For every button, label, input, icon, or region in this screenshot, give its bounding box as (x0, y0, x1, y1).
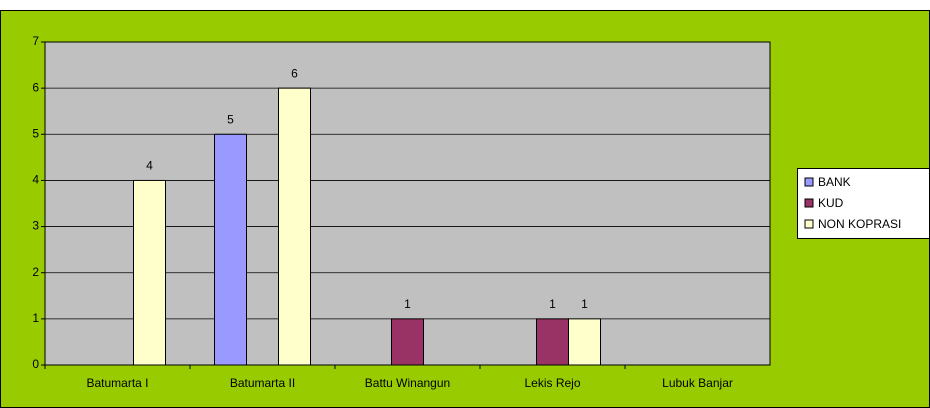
bar (568, 318, 601, 366)
x-tick-label: Lekis Rejo (524, 376, 580, 390)
y-tick-label: 4 (32, 173, 39, 187)
bar (278, 87, 311, 366)
legend-swatch (804, 198, 814, 208)
y-tick-label: 0 (32, 357, 39, 371)
x-tick-label: Batumarta II (230, 376, 295, 390)
data-label: 6 (291, 66, 298, 80)
bar (391, 318, 424, 366)
legend (797, 168, 930, 239)
legend-label: KUD (818, 196, 844, 210)
y-tick-label: 5 (32, 126, 39, 140)
x-tick-label: Lubuk Banjar (662, 376, 733, 390)
legend-swatch (804, 219, 814, 229)
data-label: 1 (549, 297, 556, 311)
y-tick-label: 2 (32, 265, 39, 279)
y-tick-label: 6 (32, 80, 39, 94)
bar (133, 179, 166, 366)
y-tick-label: 3 (32, 219, 39, 233)
data-label: 1 (404, 297, 411, 311)
x-tick-label: Battu Winangun (365, 376, 450, 390)
data-label: 1 (581, 297, 588, 311)
bar (536, 318, 569, 366)
legend-swatch (804, 177, 814, 187)
legend-label: NON KOPRASI (818, 217, 901, 231)
x-tick-label: Batumarta I (86, 376, 148, 390)
data-label: 4 (146, 159, 153, 173)
data-label: 5 (227, 112, 234, 126)
legend-label: BANK (818, 175, 851, 189)
bar (214, 133, 247, 366)
y-tick-label: 1 (32, 311, 39, 325)
y-tick-label: 7 (32, 34, 39, 48)
